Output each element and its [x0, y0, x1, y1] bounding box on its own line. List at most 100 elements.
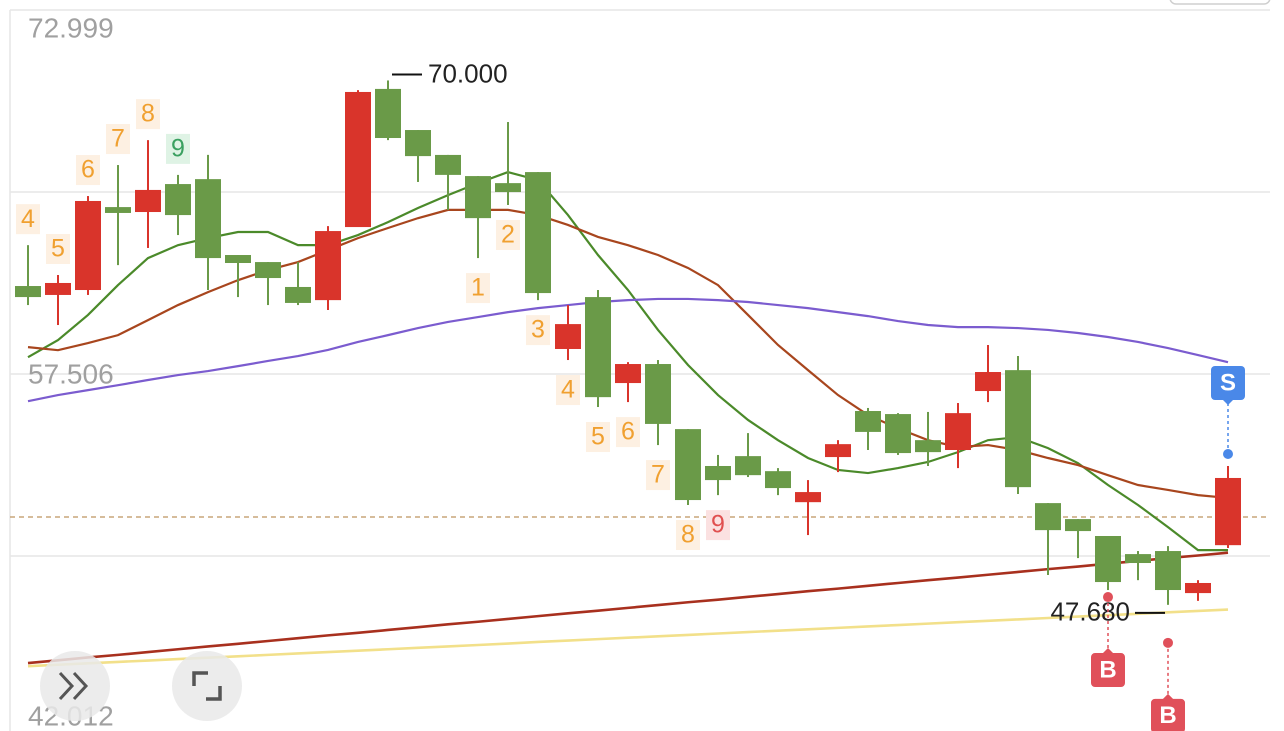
ma-line [27, 297, 1229, 403]
candle-body [525, 172, 551, 294]
signal-label: B [1099, 656, 1116, 683]
td-count-bg [496, 219, 520, 250]
ma-line [27, 551, 1229, 665]
td-count-bg [466, 273, 490, 304]
candle-body [135, 189, 161, 213]
signal-dot [1103, 592, 1113, 603]
high-label: 70.000 [428, 58, 508, 88]
frame-icon [192, 671, 222, 701]
fullscreen-button[interactable] [172, 651, 242, 721]
candle-body [465, 176, 491, 219]
td-count: 7 [111, 125, 125, 153]
td-count-bg [646, 460, 670, 491]
candle-body [45, 282, 71, 295]
candle-body [165, 184, 191, 216]
td-count: 3 [531, 316, 545, 344]
candle-body [1155, 551, 1181, 591]
candle-body [645, 364, 671, 424]
candle-body [855, 411, 881, 432]
candle-body [1035, 503, 1061, 531]
candle-body [375, 88, 401, 139]
candle-body [495, 183, 521, 193]
candle-body [435, 154, 461, 175]
td-count-bg [526, 315, 550, 346]
td-count: 4 [561, 376, 575, 404]
chevrons-icon [58, 671, 89, 701]
candle-body [975, 372, 1001, 392]
low-label: 47.680 [1050, 597, 1130, 627]
signal-badge [1151, 698, 1185, 731]
td-count: 2 [501, 221, 515, 249]
signal-label: B [1159, 702, 1176, 729]
td-count: 9 [711, 511, 725, 539]
td-count: 6 [621, 418, 635, 446]
td-count-bg [106, 124, 130, 155]
td-count-bg [706, 510, 730, 541]
td-count-bg [166, 133, 190, 164]
candle-body [195, 179, 221, 259]
candle-body [75, 200, 101, 291]
candle-body [825, 444, 851, 458]
signal-pointer [1162, 693, 1174, 700]
candle-body [675, 429, 701, 501]
signal-dot [1163, 637, 1173, 648]
candle-body [555, 324, 581, 349]
td-count-bg [16, 204, 40, 235]
expand-button[interactable] [40, 651, 110, 721]
signal-badge [1211, 365, 1245, 400]
top-button[interactable] [1169, 0, 1271, 5]
signal-pointer [1222, 398, 1234, 405]
candle-body [315, 231, 341, 301]
td-count: 5 [51, 235, 65, 263]
button-bg[interactable] [172, 651, 242, 721]
td-count-bg [556, 375, 580, 406]
td-count-bg [46, 233, 70, 264]
candle-body [1185, 582, 1211, 594]
candle-body [1005, 370, 1031, 488]
candle-body [255, 262, 281, 279]
signal-dot [1223, 448, 1233, 459]
candle-body [585, 297, 611, 398]
candle-body [15, 286, 41, 298]
candle-body [1095, 536, 1121, 583]
candle-layer [15, 80, 1241, 605]
y-tick-label: 57.506 [28, 358, 114, 389]
td-count: 8 [681, 521, 695, 549]
candle-body [1215, 477, 1241, 546]
label-layer: 42.01257.50672.99970.00047.6804567891234… [16, 12, 1245, 731]
candle-body [345, 91, 371, 228]
td-count: 5 [591, 423, 605, 451]
y-tick-label: 72.999 [28, 12, 114, 43]
signal-pointer [1102, 648, 1114, 655]
td-count: 4 [21, 205, 35, 233]
td-count: 7 [651, 461, 665, 489]
candle-body [1065, 519, 1091, 532]
ma-line [27, 608, 1229, 668]
candle-body [885, 414, 911, 454]
candle-body [945, 413, 971, 451]
button-bg[interactable] [40, 651, 110, 721]
td-count-bg [76, 155, 100, 186]
candle-body [705, 465, 731, 481]
td-count-bg [676, 519, 700, 550]
candle-body [615, 364, 641, 384]
candle-body [915, 440, 941, 453]
signal-label: S [1220, 369, 1236, 396]
candle-body [765, 471, 791, 489]
td-count: 6 [81, 156, 95, 184]
candle-body [405, 130, 431, 157]
td-count-bg [616, 417, 640, 448]
td-count: 9 [171, 135, 185, 163]
td-count: 8 [141, 100, 155, 128]
candle-body [225, 255, 251, 264]
candle-body [105, 207, 131, 213]
td-count: 1 [471, 274, 485, 302]
signal-badge [1091, 653, 1125, 688]
candle-body [1125, 554, 1151, 564]
candle-body [795, 492, 821, 503]
candle-body [735, 456, 761, 476]
td-count-bg [136, 99, 160, 130]
candle-body [285, 286, 311, 303]
